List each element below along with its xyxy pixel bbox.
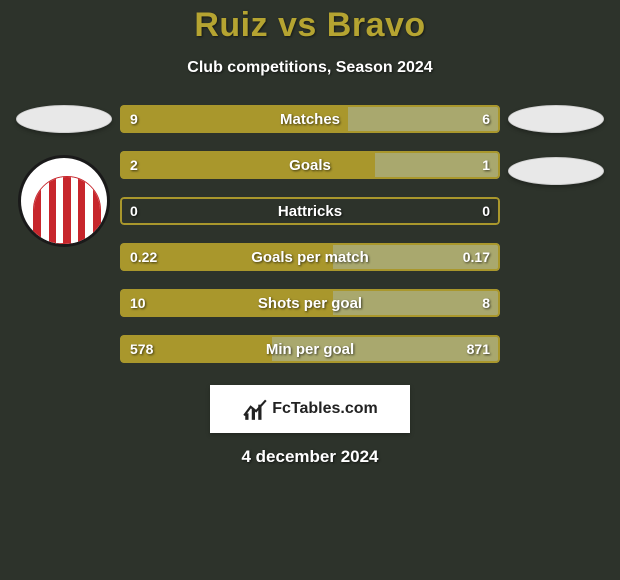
brand-text: FcTables.com [272, 400, 378, 418]
row-value-left: 0.22 [130, 243, 157, 271]
left-nameplate [16, 105, 112, 133]
row-value-right: 6 [482, 105, 490, 133]
badge-stripe [63, 177, 70, 243]
row-label: Min per goal [120, 335, 500, 363]
badge-stripes [33, 176, 101, 244]
row-label: Goals per match [120, 243, 500, 271]
row-value-right: 1 [482, 151, 490, 179]
row-label: Shots per goal [120, 289, 500, 317]
badge-stripe [41, 177, 48, 243]
stat-row: Shots per goal10 8 [120, 289, 500, 317]
row-value-left: 2 [130, 151, 138, 179]
badge-stripe [49, 177, 56, 243]
row-label: Goals [120, 151, 500, 179]
right-nameplate-2 [508, 157, 604, 185]
brand-box[interactable]: FcTables.com [210, 385, 410, 433]
stat-row: Goals per match0.22 0.17 [120, 243, 500, 271]
row-value-left: 0 [130, 197, 138, 225]
stat-row: Matches9 6 [120, 105, 500, 133]
row-value-left: 9 [130, 105, 138, 133]
date-label: 4 december 2024 [0, 447, 620, 467]
row-value-right: 0 [482, 197, 490, 225]
badge-stripe [34, 177, 41, 243]
stats-table: Matches9 6 Goals2 1 Hattricks0 0 Goals per mat… [120, 105, 500, 363]
row-label: Matches [120, 105, 500, 133]
right-nameplate-1 [508, 105, 604, 133]
stat-row: Hattricks0 0 [120, 197, 500, 225]
badge-stripe [56, 177, 63, 243]
stat-row: Goals2 1 [120, 151, 500, 179]
subtitle: Club competitions, Season 2024 [0, 59, 620, 77]
left-side [8, 105, 120, 363]
badge-stripe [85, 177, 92, 243]
row-value-right: 871 [467, 335, 490, 363]
row-value-left: 10 [130, 289, 146, 317]
row-label: Hattricks [120, 197, 500, 225]
badge-stripe [78, 177, 85, 243]
right-side [500, 105, 612, 363]
row-value-right: 0.17 [463, 243, 490, 271]
row-value-left: 578 [130, 335, 153, 363]
stat-row: Min per goal578 871 [120, 335, 500, 363]
row-value-right: 8 [482, 289, 490, 317]
badge-stripe [93, 177, 100, 243]
left-team-badge [14, 155, 114, 281]
chart-icon [242, 396, 268, 422]
page-title: Ruiz vs Bravo [0, 0, 620, 45]
badge-stripe [71, 177, 78, 243]
